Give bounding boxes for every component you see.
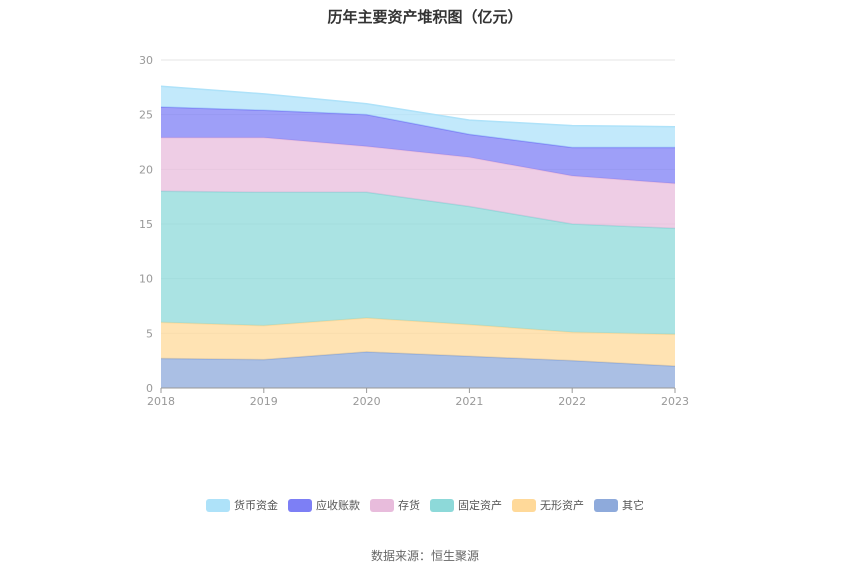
area-series-3 [161, 137, 675, 229]
x-tick-label: 2021 [455, 395, 483, 408]
area-series-1 [161, 318, 675, 367]
legend-label: 其它 [622, 499, 644, 512]
legend-label: 固定资产 [458, 499, 502, 512]
source-note: 数据来源：恒生聚源 [370, 549, 479, 563]
legend: 货币资金 应收账款 存货 固定资产 无形资产 其它 [0, 497, 850, 513]
area-layer [160, 85, 676, 388]
legend-item[interactable]: 应收账款 [288, 497, 360, 513]
legend-label: 无形资产 [540, 499, 584, 512]
y-tick-label: 15 [139, 218, 153, 231]
y-tick-label: 20 [139, 163, 153, 176]
legend-swatch [512, 498, 536, 512]
legend-swatch [430, 498, 454, 512]
x-tick-label: 2020 [353, 395, 381, 408]
x-tick-label: 2018 [147, 395, 175, 408]
legend-item[interactable]: 固定资产 [430, 497, 502, 513]
chart-title: 历年主要资产堆积图（亿元） [327, 8, 523, 26]
area-series-line-1 [160, 317, 676, 336]
area-series-2 [161, 191, 675, 335]
legend-label: 存货 [398, 499, 420, 512]
y-tick-label: 5 [146, 327, 153, 340]
axis-layer: 0 5 10 15 20 25 30 2018 2019 2020 2021 2022 2023 [139, 54, 689, 408]
y-tick-label: 0 [146, 382, 153, 395]
area-series-4 [161, 107, 675, 184]
y-tick-label: 10 [139, 273, 153, 286]
area-series-5 [161, 86, 675, 148]
area-series-line-5 [160, 85, 676, 128]
legend-item[interactable]: 其它 [594, 497, 644, 513]
x-tick-label: 2023 [661, 395, 689, 408]
x-tick-label: 2022 [558, 395, 586, 408]
legend-item[interactable]: 存货 [370, 497, 420, 513]
legend-swatch [370, 498, 394, 512]
legend-swatch [594, 498, 618, 512]
legend-item[interactable]: 无形资产 [512, 497, 584, 513]
legend-label: 应收账款 [316, 499, 360, 512]
legend-item[interactable]: 货币资金 [206, 497, 278, 513]
y-tick-label: 25 [139, 109, 153, 122]
legend-label: 货币资金 [234, 499, 278, 512]
legend-swatch [206, 498, 230, 512]
y-tick-label: 30 [139, 54, 153, 67]
legend-swatch [288, 498, 312, 512]
x-tick-label: 2019 [250, 395, 278, 408]
area-series-0 [161, 351, 675, 388]
